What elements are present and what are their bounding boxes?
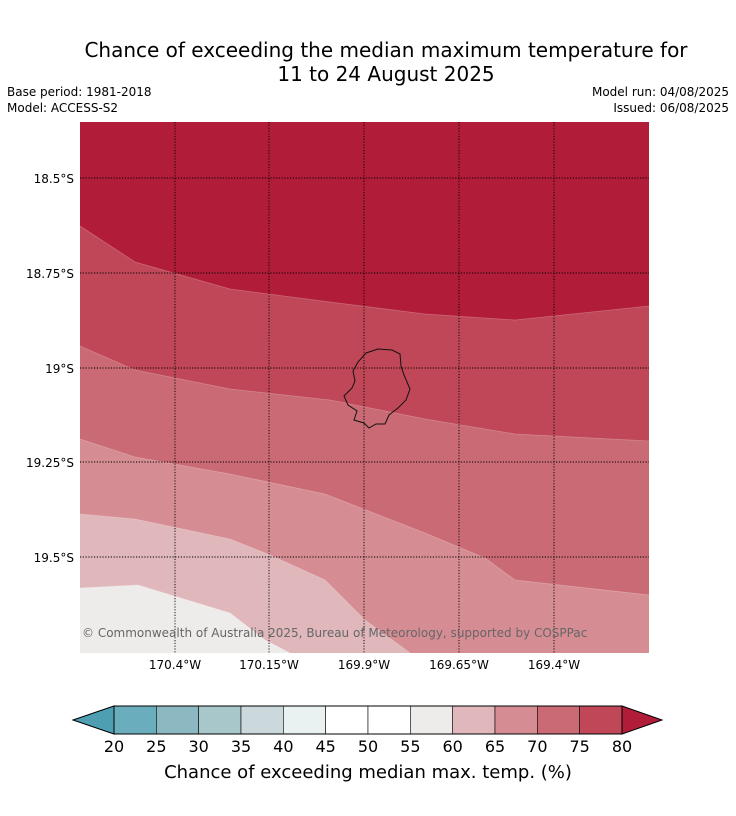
longitude-labels: 170.4°W 170.15°W 169.9°W 169.65°W 169.4°… [149, 658, 580, 672]
band-55-60 [80, 585, 290, 653]
colorbar-label: Chance of exceeding median max. temp. (%… [164, 762, 572, 783]
band-boundaries [80, 225, 649, 653]
colorbar-tick-label: 20 [104, 737, 124, 756]
colorbar: 20 25 30 35 40 45 50 55 60 65 70 75 80 Chance of exc… [71, 705, 664, 783]
colorbar-tick-label: 65 [485, 737, 505, 756]
map-area: © Commonwealth of Australia 2025, Bureau… [80, 122, 649, 653]
title-line-2: 11 to 24 August 2025 [277, 62, 495, 86]
lon-label: 169.4°W [528, 658, 580, 672]
meta-left: Base period: 1981-2018 Model: ACCESS-S2 [7, 84, 152, 116]
title-line-1: Chance of exceeding the median maximum t… [84, 38, 688, 62]
colorbar-segment [240, 705, 284, 735]
lat-label: 19.5°S [34, 551, 74, 565]
colorbar-segment [452, 705, 496, 735]
colorbar-segment [283, 705, 326, 735]
colorbar-tick-label: 50 [358, 737, 378, 756]
colorbar-segment [410, 705, 453, 735]
colorbar-over-arrow [621, 705, 664, 735]
colorbar-segment [367, 705, 411, 735]
lat-label: 18.5°S [34, 172, 74, 186]
colorbar-segment [113, 705, 157, 735]
lat-label: 18.75°S [26, 267, 74, 281]
colorbar-segment [579, 705, 623, 735]
graticule [80, 122, 649, 653]
colorbar-tick-label: 75 [569, 737, 589, 756]
colorbar-tick-label: 80 [612, 737, 632, 756]
colorbar-segment [156, 705, 199, 735]
lat-label: 19.25°S [26, 456, 74, 470]
colorbar-tick-label: 55 [400, 737, 420, 756]
colorbar-tick-label: 30 [188, 737, 208, 756]
latitude-labels: 18.5°S 18.75°S 19°S 19.25°S 19.5°S [26, 172, 74, 565]
meta-right: Model run: 04/08/2025 Issued: 06/08/2025 [592, 84, 729, 116]
colorbar-tick-label: 45 [315, 737, 335, 756]
lon-label: 169.9°W [338, 658, 390, 672]
colorbar-tick-label: 40 [273, 737, 293, 756]
base-period: Base period: 1981-2018 [7, 85, 152, 99]
map-title: Chance of exceeding the median maximum t… [0, 38, 736, 86]
colorbar-tick-labels: 20 25 30 35 40 45 50 55 60 65 70 75 80 [104, 737, 632, 756]
model-name: Model: ACCESS-S2 [7, 101, 119, 115]
colorbar-segment [537, 705, 580, 735]
lon-label: 170.15°W [239, 658, 299, 672]
colorbar-segment [494, 705, 538, 735]
lon-label: 170.4°W [149, 658, 201, 672]
colorbar-segments [113, 705, 623, 735]
model-run: Model run: 04/08/2025 [591, 85, 729, 99]
colorbar-tick-label: 60 [442, 737, 462, 756]
colorbar-segment [198, 705, 242, 735]
niue-island-outline [343, 348, 411, 429]
colorbar-frame [113, 705, 623, 735]
colorbar-tick-label: 70 [527, 737, 547, 756]
colorbar-under-arrow [71, 705, 115, 735]
colorbar-tick-label: 25 [146, 737, 166, 756]
issued-date: Issued: 06/08/2025 [613, 101, 729, 115]
copyright-notice: © Commonwealth of Australia 2025, Bureau… [82, 626, 587, 640]
lat-label: 19°S [45, 362, 74, 376]
colorbar-segment [325, 705, 369, 735]
lon-label: 169.65°W [429, 658, 489, 672]
colorbar-tick-label: 35 [231, 737, 251, 756]
